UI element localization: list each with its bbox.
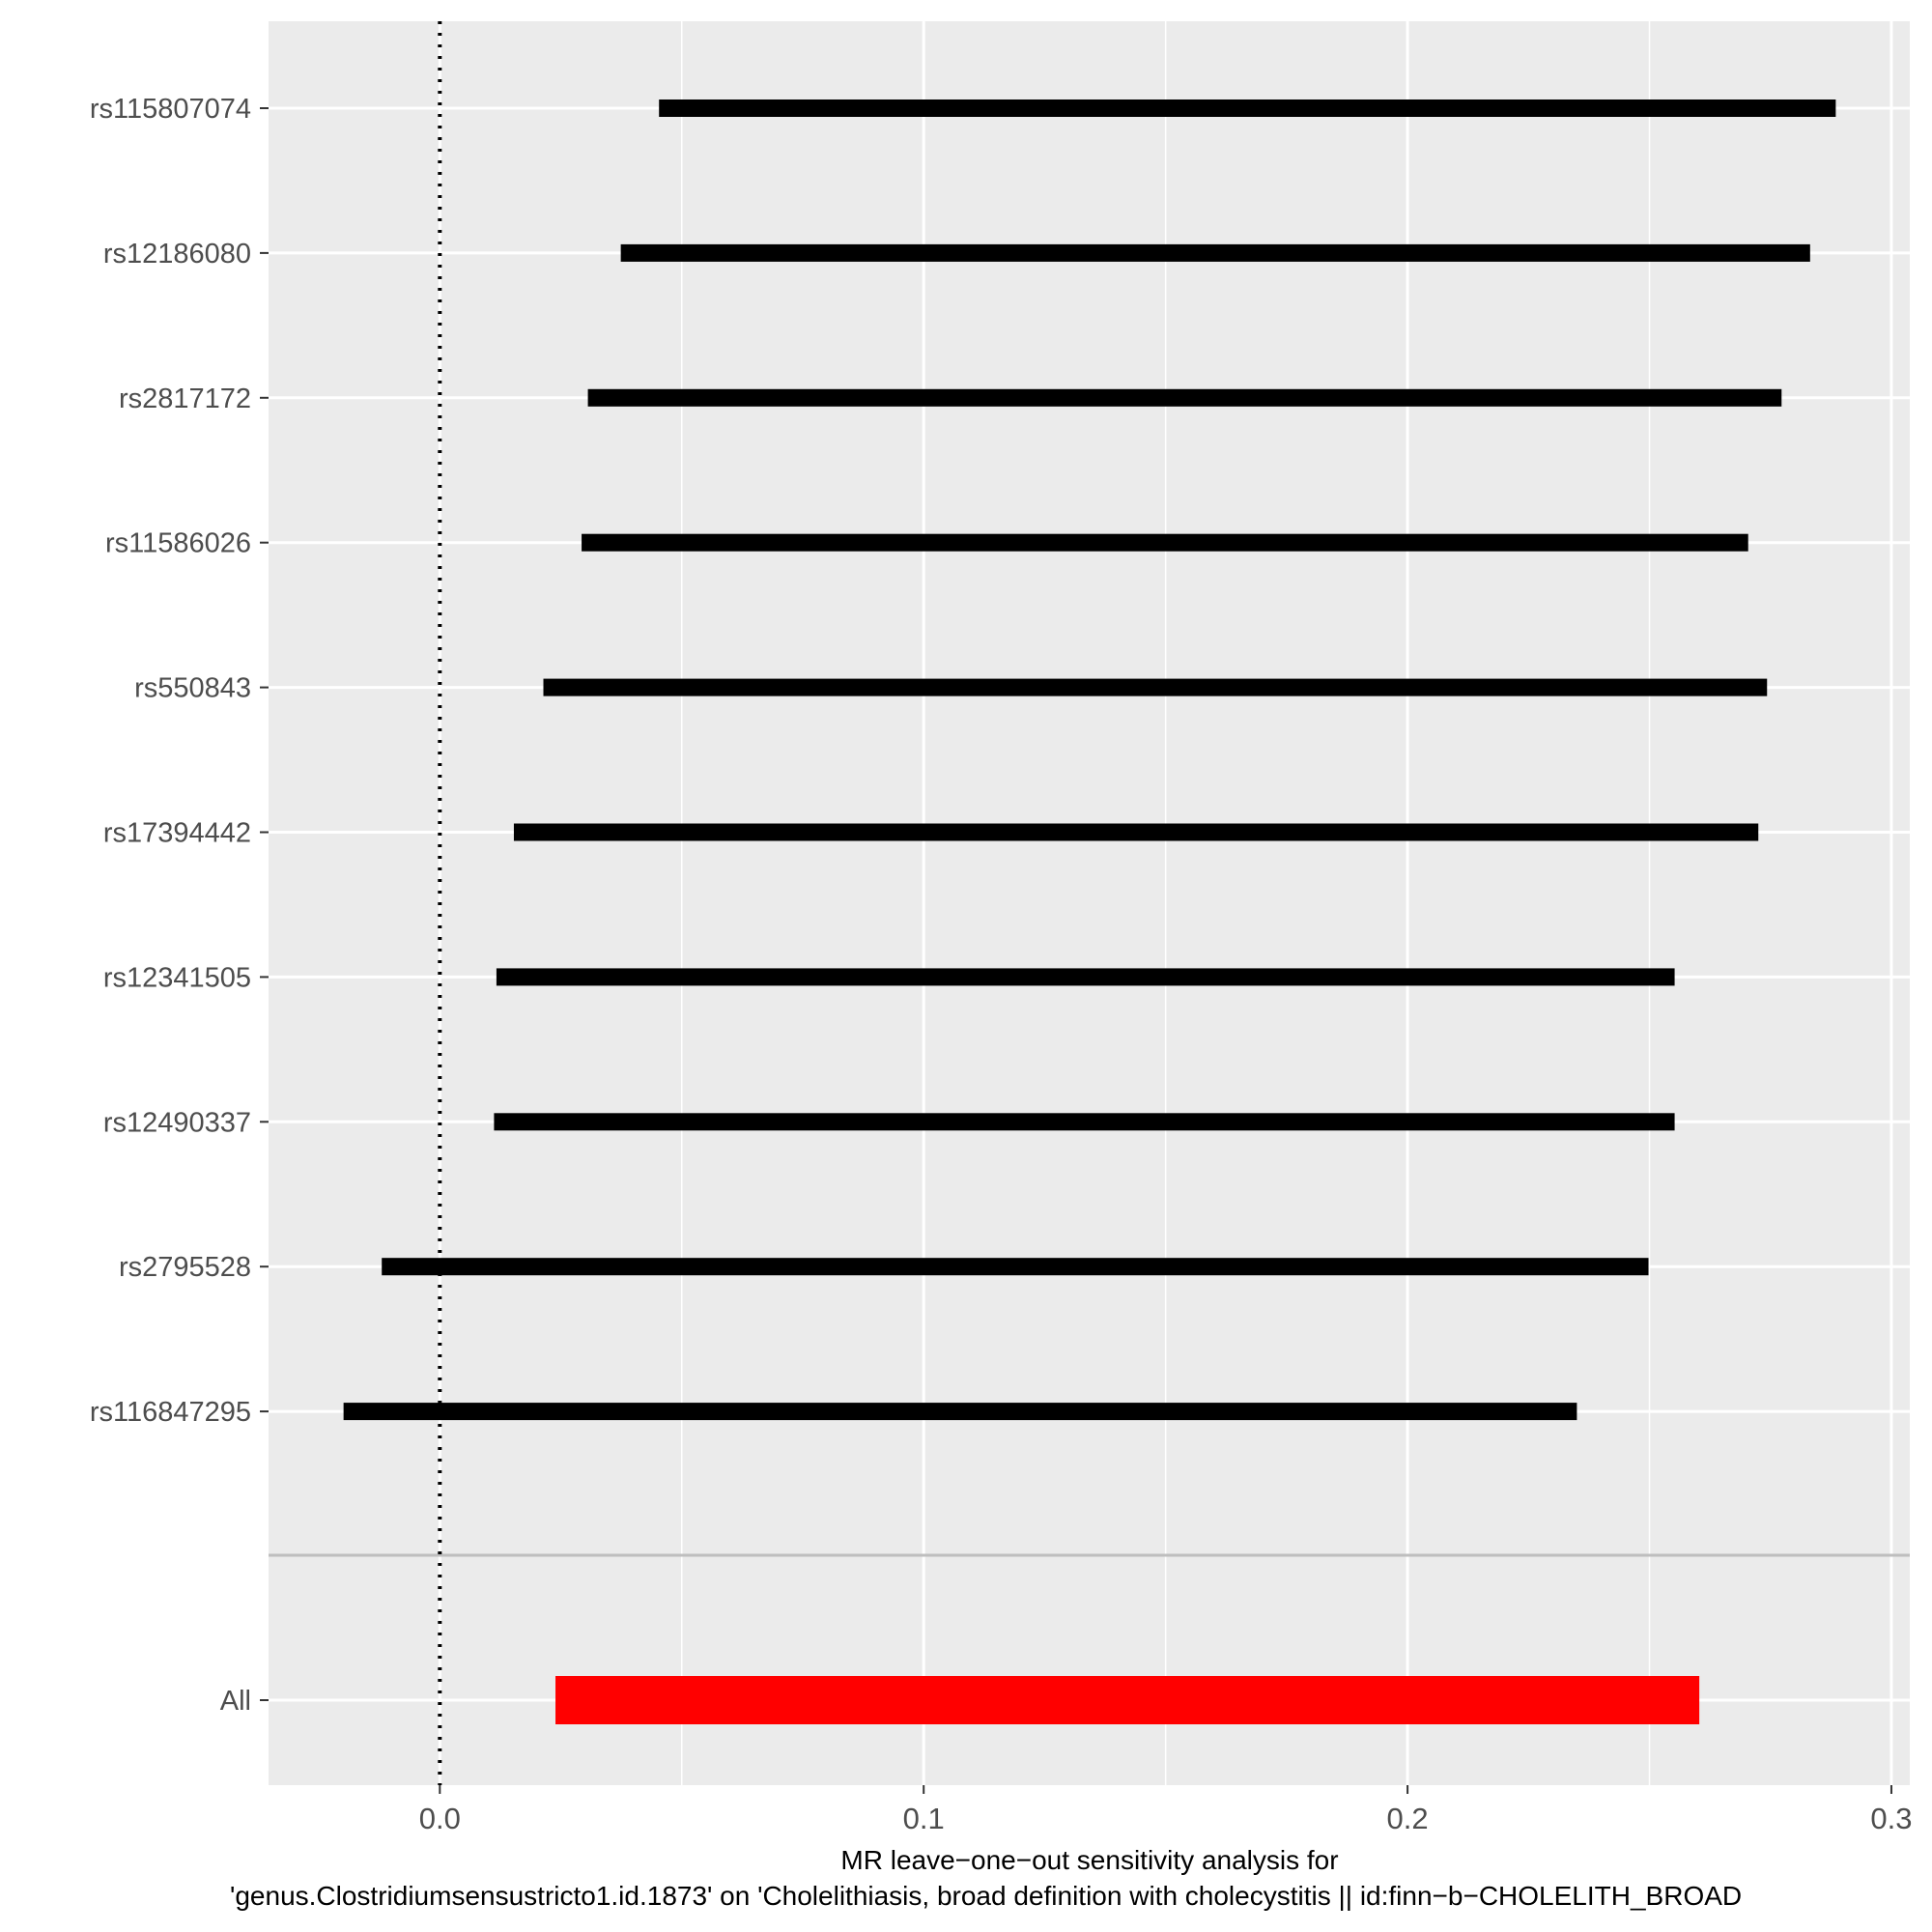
x-axis-title-line-1: MR leave−one−out sensitivity analysis fo… [840, 1845, 1338, 1875]
y-tick-label: rs12490337 [103, 1107, 251, 1138]
x-tick-label: 0.0 [419, 1802, 461, 1835]
y-tick-label: rs17394442 [103, 818, 251, 849]
y-tick-label: rs12186080 [103, 239, 251, 270]
plot-panel [269, 21, 1910, 1785]
y-tick-label: rs116847295 [90, 1397, 251, 1428]
y-tick-label: rs115807074 [90, 94, 251, 125]
point-estimate [1210, 248, 1219, 257]
y-tick-label: rs2795528 [119, 1252, 251, 1283]
point-estimate [1130, 828, 1139, 837]
point-estimate [1242, 104, 1251, 112]
overall-point-estimate [1122, 1696, 1131, 1704]
x-tick-label: 0.1 [903, 1802, 945, 1835]
y-tick-label-all: All [220, 1686, 251, 1717]
point-estimate [1080, 973, 1089, 981]
x-tick-label: 0.2 [1387, 1802, 1429, 1835]
point-estimate [1078, 1118, 1087, 1126]
y-tick-label: rs550843 [134, 673, 251, 704]
point-estimate [1009, 1263, 1018, 1271]
y-tick-label: rs12341505 [103, 962, 251, 993]
y-tick-label: rs11586026 [105, 528, 251, 559]
y-tick-label: rs2817172 [119, 384, 251, 414]
point-estimate [955, 1407, 964, 1416]
x-axis-title-line-2: 'genus.Clostridiumsensustricto1.id.1873'… [230, 1881, 1742, 1911]
point-estimate [1179, 393, 1188, 402]
point-estimate [1160, 538, 1169, 547]
point-estimate [1151, 683, 1159, 692]
x-tick-label: 0.3 [1870, 1802, 1912, 1835]
